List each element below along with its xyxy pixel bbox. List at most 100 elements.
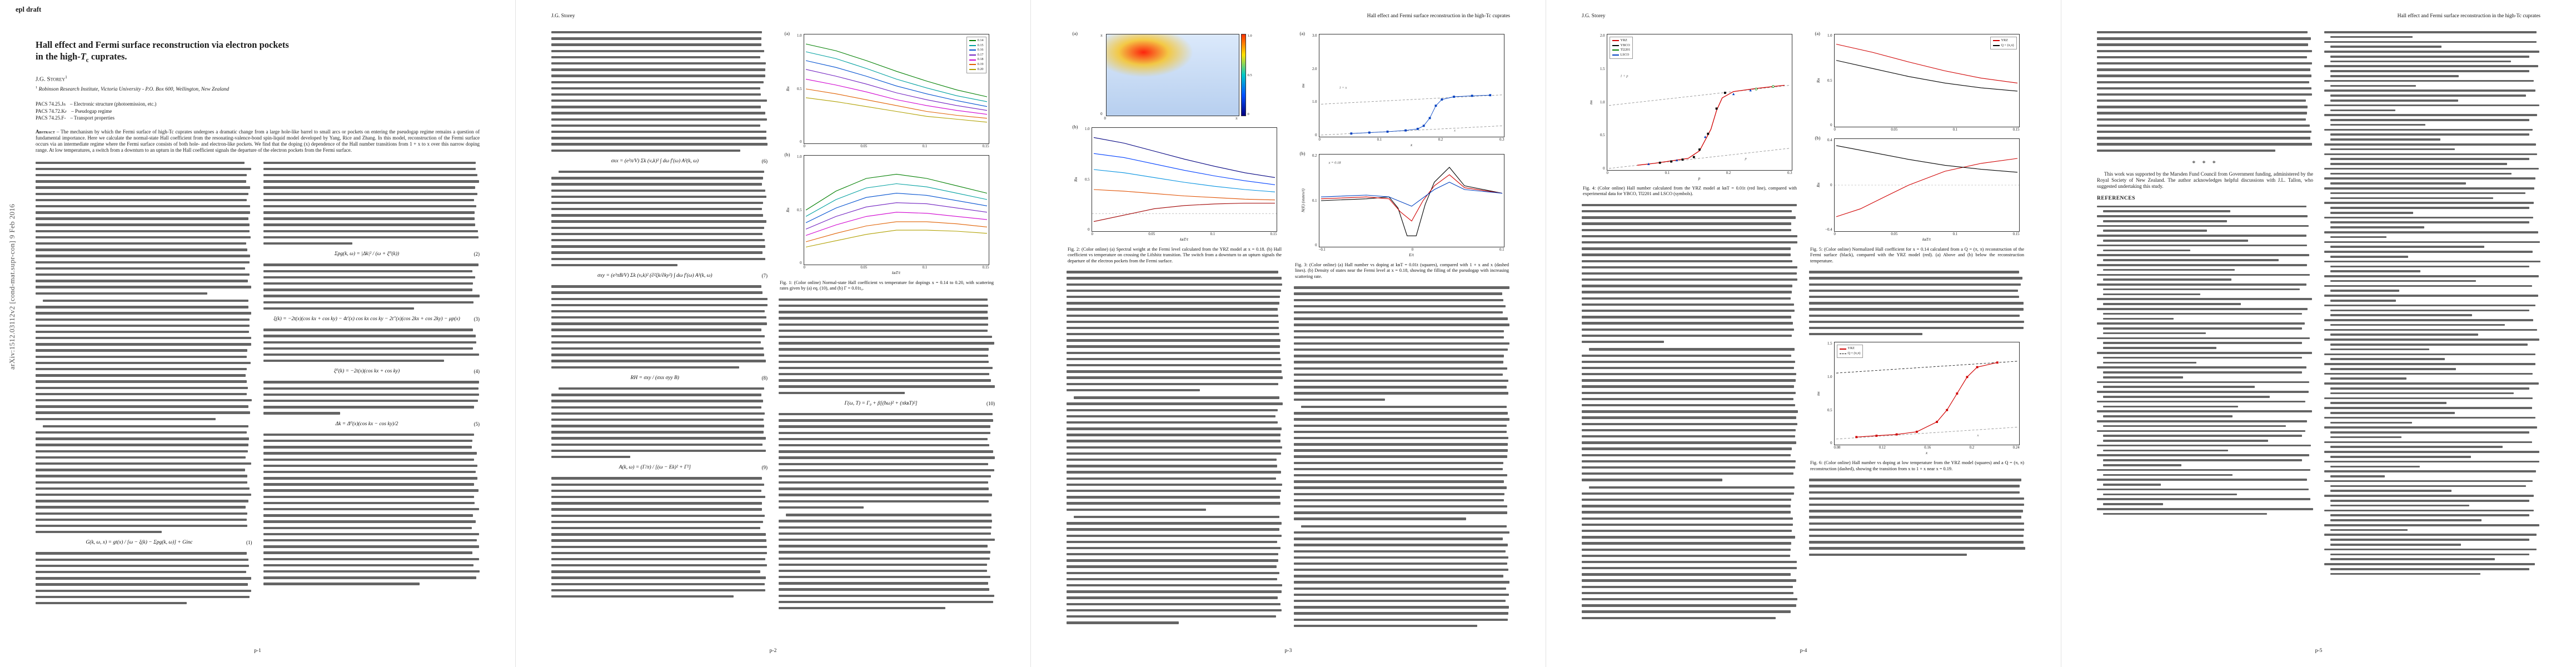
fig1-panel-b: (b) Rʜ 1.0 0.5 0 0 0.05 0.1 0.15 kʙT/t [785, 152, 989, 275]
pacs-item: PACS 74.72.Kf – Pseudogap regime [36, 108, 112, 114]
text-line [263, 583, 420, 585]
text-line [263, 412, 341, 415]
text-block [263, 328, 480, 362]
tick-label: 0.1 [1312, 198, 1317, 203]
text-line [263, 328, 474, 331]
text-line [1809, 547, 2025, 550]
text-block [779, 413, 995, 509]
page5-body: ∗ ∗ ∗ This work was supported by the Mar… [2097, 31, 2540, 631]
text-line [551, 257, 766, 260]
text-line [1067, 603, 1280, 605]
text-block [779, 298, 995, 395]
text-line [1809, 271, 2020, 273]
text-line [2097, 99, 2306, 102]
text-line [551, 545, 767, 548]
reference-entry [2324, 143, 2540, 151]
text-line [551, 483, 764, 486]
text-line [779, 317, 988, 320]
text-line [1067, 314, 1278, 317]
text-block [1294, 405, 1510, 520]
text-line [1294, 537, 1503, 540]
tick-label: 0.15 [2012, 232, 2020, 236]
text-line [1294, 424, 1507, 427]
reference-entry [2097, 366, 2313, 379]
text-line [1067, 465, 1277, 467]
text-line [1067, 440, 1281, 442]
text-line [1809, 479, 2021, 481]
text-line [1294, 430, 1507, 434]
reference-entry [2097, 479, 2313, 486]
text-line [551, 322, 767, 325]
text-line [1582, 604, 1797, 607]
text-line [1067, 546, 1280, 550]
reference-entry [2324, 153, 2540, 165]
text-line [551, 406, 761, 409]
text-line [263, 526, 472, 529]
text-line [551, 496, 766, 499]
text-line [1067, 553, 1279, 556]
reference-entry [2324, 65, 2540, 77]
fig3a-y-axis-label: nʜ [1300, 83, 1306, 88]
text-line [1067, 483, 1282, 486]
pacs-item: PACS 74.25.Jb – Electronic structure (pho… [36, 101, 157, 107]
page-number: p-5 [2315, 648, 2323, 654]
fig1b-x-ticks: 0 0.05 0.1 0.15 [804, 266, 989, 270]
text-line [1582, 560, 1797, 564]
fig4-legend: YRZ YBCO Tl2201 LSCO [1609, 37, 1633, 59]
fig3b-y-ticks: 0.2 0.1 0 [1306, 154, 1319, 247]
reference-entry [2324, 480, 2540, 492]
tick-label: 1.0 [797, 155, 802, 159]
text-line [263, 217, 475, 220]
fig3a-chart: 1 + x x [1321, 86, 1502, 136]
text-line [551, 418, 764, 421]
reference-entry [2324, 397, 2540, 404]
text-line [1067, 308, 1278, 311]
running-head-author: J.G. Storey [551, 13, 575, 19]
tick-label: 0.5 [1600, 133, 1605, 138]
text-line [551, 576, 766, 579]
fig3b-x-ticks: −0.1 0 0.1 [1319, 248, 1504, 252]
text-line [1582, 397, 1793, 401]
reference-entry [2097, 244, 2313, 252]
text-line [779, 563, 988, 566]
text-line [263, 173, 477, 177]
text-line [263, 347, 474, 350]
running-head-title: Hall effect and Fermi surface reconstruc… [1367, 13, 1510, 19]
text-line [263, 433, 474, 436]
equation-9: A(k, ω) = (Γ/π) / [(ω − Ek)² + Γ²] (9) [619, 465, 768, 471]
text-line [263, 276, 475, 279]
text-line [1294, 298, 1504, 301]
references-list-left [2097, 205, 2313, 515]
text-line [779, 437, 988, 441]
text-block [36, 425, 252, 534]
text-line [1067, 540, 1278, 544]
text-line [1582, 285, 1793, 287]
text-line [36, 481, 247, 484]
tick-label: 1.0 [1247, 34, 1252, 38]
text-line [263, 489, 479, 492]
text-line [1582, 422, 1798, 425]
text-line [36, 589, 251, 592]
fig6-legend: YRZ Q = (π,π) [1836, 345, 1864, 358]
text-line [1067, 376, 1283, 379]
text-line [1582, 548, 1791, 551]
text-line [43, 299, 249, 302]
text-line [263, 406, 475, 409]
text-line [779, 569, 988, 573]
text-line [551, 456, 630, 459]
text-line [1294, 323, 1509, 326]
text-line [1582, 598, 1797, 601]
fig1-panel-a: (a) Rʜ 1.0 0.5 0 0.14 0.15 0.16 0.17 0.18 0.19 0… [785, 31, 989, 148]
text-line [779, 385, 995, 388]
reference-entry [2097, 420, 2313, 427]
text-line [551, 131, 767, 133]
text-line [1067, 339, 1281, 342]
text-line [36, 531, 162, 534]
text-line [263, 242, 352, 245]
paper-title-line2: in the high- [36, 51, 81, 62]
text-line [779, 354, 989, 357]
text-line [551, 239, 765, 242]
text-line [263, 161, 476, 164]
text-line [1582, 391, 1796, 395]
reference-entry [2097, 273, 2313, 281]
